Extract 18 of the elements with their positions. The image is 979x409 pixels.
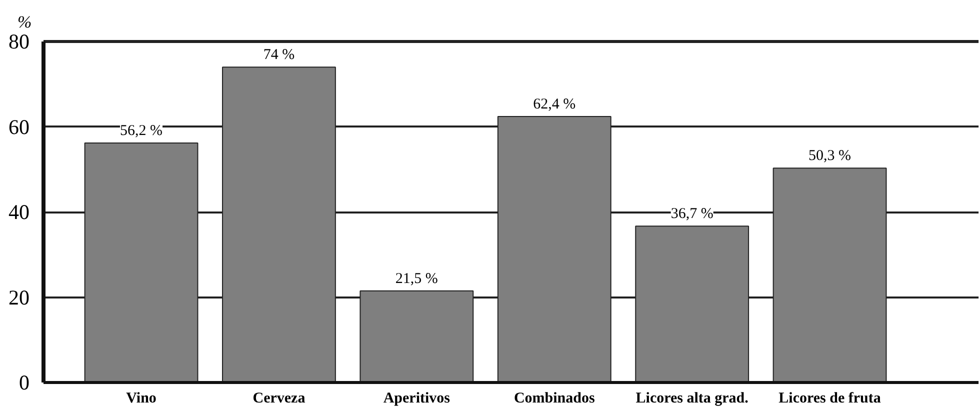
y-tick-label: 20 (8, 285, 30, 310)
y-tick-label: 40 (8, 200, 30, 224)
x-tick-label: Vino (126, 390, 156, 406)
y-tick-label: 60 (8, 114, 30, 139)
data-label: 50,3 % (808, 148, 852, 164)
x-tick-label: Aperitivos (383, 390, 450, 406)
data-label: 74 % (263, 47, 295, 64)
y-axis-title: % (18, 12, 32, 32)
data-label: 36,7 % (670, 206, 714, 222)
data-label: 56,2 % (120, 122, 163, 139)
x-tick-label: Licores alta grad. (636, 390, 749, 406)
y-tick-label: 0 (19, 370, 30, 394)
data-label: 62,4 % (533, 96, 576, 113)
x-tick-label: Cerveza (252, 390, 306, 406)
x-tick-label: Combinados (514, 390, 595, 406)
y-tick-label: 80 (8, 30, 30, 54)
x-tick-label: Licores de fruta (778, 390, 882, 406)
data-label: 21,5 % (395, 270, 438, 287)
